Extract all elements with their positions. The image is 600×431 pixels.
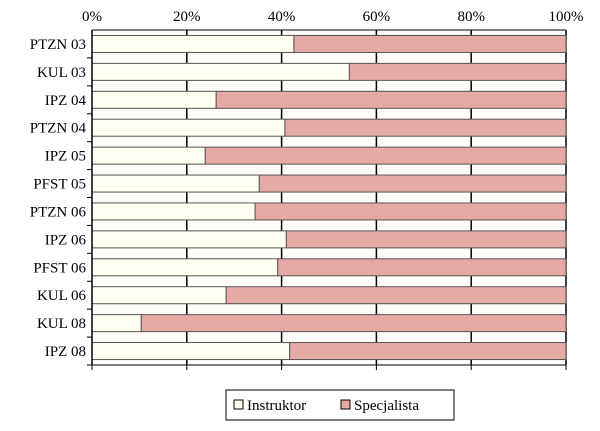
plot-area: [92, 30, 566, 365]
bar-instruktor: [91, 258, 279, 277]
x-tick-label: 60%: [363, 9, 391, 25]
legend-swatch-instruktor: [233, 399, 244, 410]
category-label: KUL 08: [37, 316, 86, 332]
bar-instruktor: [91, 34, 295, 53]
bar-specjalista: [215, 90, 567, 109]
category-label: PFST 06: [33, 260, 86, 276]
x-tick-label: 20%: [173, 9, 201, 25]
bar-specjalista: [284, 118, 567, 137]
x-tick-label: 100%: [549, 9, 584, 25]
bar-specjalista: [289, 342, 567, 361]
bar-instruktor: [91, 342, 291, 361]
bar-instruktor: [91, 146, 206, 165]
category-label: IPZ 08: [45, 344, 86, 360]
bar-specjalista: [258, 174, 567, 193]
bar-specjalista: [204, 146, 567, 165]
category-label: IPZ 06: [45, 232, 87, 248]
x-tick-label: 0%: [82, 9, 102, 25]
bar-specjalista: [277, 258, 567, 277]
legend: [225, 389, 455, 421]
category-label: PTZN 04: [30, 121, 87, 137]
bar-instruktor: [91, 90, 217, 109]
bar-instruktor: [91, 230, 287, 249]
category-label: PFST 05: [33, 177, 86, 193]
bar-instruktor: [91, 174, 260, 193]
x-tick-label: 40%: [268, 9, 296, 25]
bar-specjalista: [225, 286, 567, 305]
category-label: IPZ 04: [45, 93, 87, 109]
bar-specjalista: [348, 62, 567, 81]
category-label: IPZ 05: [45, 149, 86, 165]
bar-instruktor: [91, 202, 256, 221]
bar-instruktor: [91, 314, 142, 333]
bar-instruktor: [91, 286, 227, 305]
legend-swatch-specjalista: [340, 399, 351, 410]
bar-instruktor: [91, 118, 286, 137]
x-tick-label: 80%: [457, 9, 485, 25]
category-label: PTZN 03: [30, 37, 86, 53]
bar-specjalista: [285, 230, 567, 249]
legend-label: Instruktor: [247, 398, 306, 414]
bar-specjalista: [293, 34, 567, 53]
category-label: PTZN 06: [30, 204, 87, 220]
category-label: KUL 06: [37, 288, 87, 304]
category-label: KUL 03: [37, 65, 86, 81]
bar-instruktor: [91, 62, 350, 81]
legend-label: Specjalista: [354, 398, 419, 414]
bar-specjalista: [140, 314, 567, 333]
bar-specjalista: [254, 202, 567, 221]
